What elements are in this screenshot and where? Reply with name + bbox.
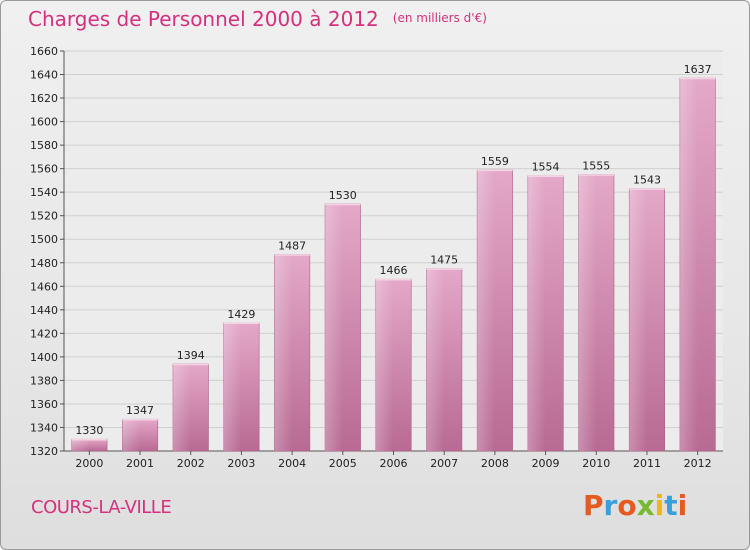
y-tick-label: 1640 [30, 69, 58, 82]
bar-highlight [223, 322, 242, 451]
y-tick-label: 1420 [30, 327, 58, 340]
data-label: 1637 [684, 63, 712, 76]
data-label: 1555 [582, 160, 610, 173]
y-tick-label: 1440 [30, 304, 58, 317]
brand-letter: o [617, 489, 637, 522]
data-label: 1347 [126, 404, 154, 417]
x-tick-label: 2008 [481, 457, 509, 470]
y-tick-label: 1600 [30, 116, 58, 129]
chart-title: Charges de Personnel 2000 à 2012 (en mill… [28, 7, 487, 31]
y-tick-label: 1480 [30, 257, 58, 270]
x-tick-label: 2000 [75, 457, 103, 470]
x-tick-label: 2001 [126, 457, 154, 470]
y-tick-label: 1340 [30, 421, 58, 434]
bar-highlight [325, 203, 343, 451]
brand-letter: t [664, 489, 678, 522]
y-tick-label: 1460 [30, 280, 58, 293]
data-label: 1475 [430, 254, 458, 267]
data-label: 1559 [481, 155, 509, 168]
bar-highlight [426, 268, 445, 451]
bar-highlight [71, 439, 90, 451]
bar-highlight [122, 419, 141, 451]
brand-letter: x [636, 489, 655, 522]
y-tick-label: 1360 [30, 398, 58, 411]
location-label: COURS-LA-VILLE [31, 497, 172, 518]
chart-subtitle: (en milliers d'€) [392, 11, 487, 25]
y-tick-label: 1660 [30, 45, 58, 58]
x-tick-label: 2002 [177, 457, 205, 470]
y-tick-label: 1580 [30, 139, 58, 152]
y-tick-label: 1540 [30, 186, 58, 199]
x-tick-label: 2007 [430, 457, 458, 470]
x-tick-label: 2006 [380, 457, 408, 470]
chart-title-text: Charges de Personnel 2000 à 2012 [28, 7, 379, 31]
brand-letter: r [603, 489, 618, 522]
data-label: 1330 [75, 424, 103, 437]
bar-highlight [527, 175, 546, 452]
brand-logo: Proxiti [583, 489, 687, 522]
x-tick-label: 2003 [227, 457, 255, 470]
brand-letter: i [654, 489, 665, 522]
bar-highlight [629, 188, 647, 451]
data-label: 1487 [278, 240, 306, 253]
bar-highlight [274, 254, 293, 451]
x-tick-label: 2011 [633, 457, 661, 470]
x-tick-label: 2005 [329, 457, 357, 470]
bar-highlight [679, 78, 698, 451]
x-tick-label: 2009 [532, 457, 560, 470]
y-tick-label: 1520 [30, 210, 58, 223]
x-tick-label: 2012 [684, 457, 712, 470]
data-label: 1554 [532, 161, 560, 174]
bar-highlight [578, 174, 597, 451]
y-tick-label: 1500 [30, 233, 58, 246]
brand-letter: i [677, 489, 688, 522]
brand-letter: P [583, 489, 604, 522]
x-tick-label: 2004 [278, 457, 306, 470]
y-tick-label: 1380 [30, 374, 58, 387]
bar-highlight [172, 363, 191, 451]
bar-highlight [375, 279, 394, 451]
y-tick-label: 1400 [30, 351, 58, 364]
x-tick-label: 2010 [582, 457, 610, 470]
data-label: 1394 [177, 349, 205, 362]
y-tick-label: 1320 [30, 445, 58, 458]
y-tick-label: 1560 [30, 163, 58, 176]
data-label: 1543 [633, 174, 661, 187]
data-label: 1530 [329, 189, 357, 202]
data-label: 1466 [380, 264, 408, 277]
y-tick-label: 1620 [30, 92, 58, 105]
data-label: 1429 [227, 308, 255, 321]
bar-highlight [477, 169, 495, 451]
